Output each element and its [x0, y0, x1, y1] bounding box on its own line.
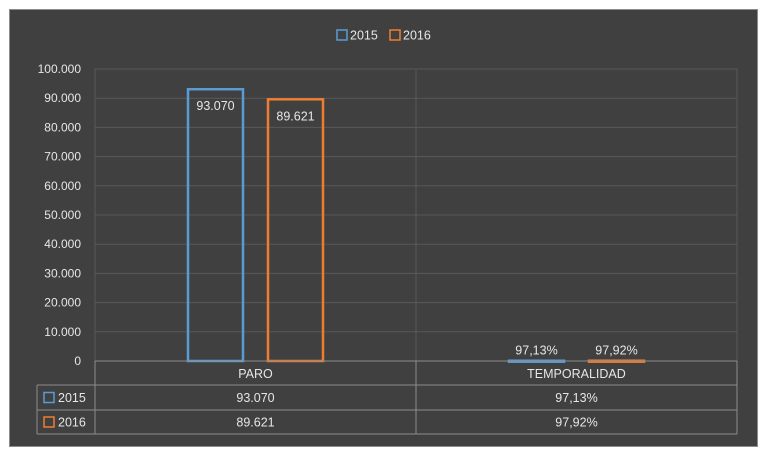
legend: 2015 2016 — [336, 29, 431, 43]
table-legend-key-2015 — [43, 391, 55, 404]
y-tick-label: 20.000 — [44, 296, 81, 310]
data-label: 97,92% — [595, 344, 637, 358]
y-tick-label: 30.000 — [44, 266, 81, 280]
data-table: PARO TEMPORALIDAD 2015 93.070 97,13% 2016 89.6… — [36, 360, 738, 435]
y-tick-label: 50.000 — [44, 208, 81, 222]
chart-area — [9, 9, 758, 447]
legend-label: 2015 — [350, 29, 378, 43]
data-label: 89.621 — [276, 109, 314, 123]
y-axis: 0 10.000 20.000 30.000 40.000 50.000 60.000 70.… — [38, 62, 82, 368]
table-cell: 97,13% — [555, 391, 597, 405]
data-label: 97,13% — [515, 344, 557, 358]
y-tick-label: 70.000 — [44, 150, 81, 164]
table-legend-key-2016 — [43, 416, 55, 428]
data-labels: 93.070 89.621 97,13% 97,92% — [196, 99, 637, 357]
table-series-name: 2016 — [58, 416, 86, 430]
legend-key-2016 — [389, 29, 401, 41]
data-label: 93.070 — [196, 99, 234, 113]
table-cell: 97,92% — [555, 416, 597, 430]
y-tick-label: 0 — [74, 354, 81, 368]
legend-label: 2016 — [403, 29, 431, 43]
table-cell: 93.070 — [236, 391, 274, 405]
table-series-name: 2015 — [58, 391, 86, 405]
table-header-paro: PARO — [238, 367, 273, 381]
y-tick-label: 60.000 — [44, 179, 81, 193]
gridlines — [94, 68, 738, 362]
table-header-temporalidad: TEMPORALIDAD — [527, 367, 626, 381]
y-tick-label: 40.000 — [44, 237, 81, 251]
bar-2015-paro — [186, 87, 245, 363]
y-tick-label: 10.000 — [44, 325, 81, 339]
y-tick-label: 80.000 — [44, 120, 81, 134]
table-cell: 89.621 — [236, 416, 274, 430]
y-tick-label: 100.000 — [38, 62, 82, 76]
legend-key-2015 — [336, 29, 348, 41]
bar-2016-paro — [266, 98, 325, 363]
y-tick-label: 90.000 — [44, 91, 81, 105]
